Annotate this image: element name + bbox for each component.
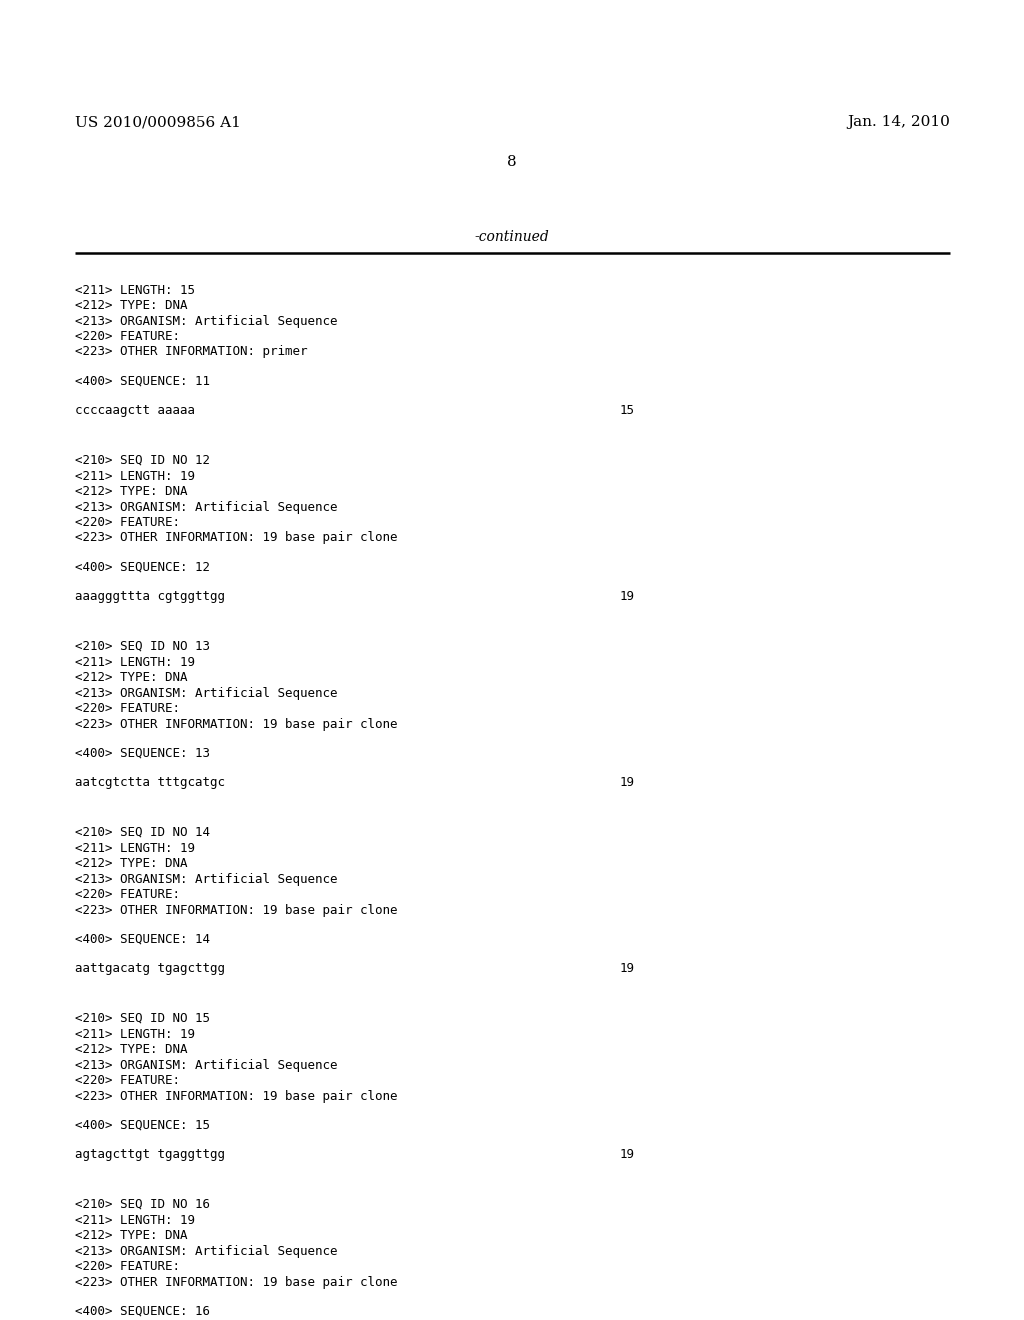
Text: <213> ORGANISM: Artificial Sequence: <213> ORGANISM: Artificial Sequence: [75, 686, 338, 700]
Text: <212> TYPE: DNA: <212> TYPE: DNA: [75, 857, 187, 870]
Text: aattgacatg tgagcttgg: aattgacatg tgagcttgg: [75, 962, 225, 975]
Text: <212> TYPE: DNA: <212> TYPE: DNA: [75, 671, 187, 684]
Text: <223> OTHER INFORMATION: 19 base pair clone: <223> OTHER INFORMATION: 19 base pair cl…: [75, 903, 397, 916]
Text: ccccaagctt aaaaa: ccccaagctt aaaaa: [75, 404, 195, 417]
Text: <223> OTHER INFORMATION: 19 base pair clone: <223> OTHER INFORMATION: 19 base pair cl…: [75, 532, 397, 544]
Text: <223> OTHER INFORMATION: 19 base pair clone: <223> OTHER INFORMATION: 19 base pair cl…: [75, 1275, 397, 1288]
Text: Jan. 14, 2010: Jan. 14, 2010: [847, 115, 950, 129]
Text: <211> LENGTH: 19: <211> LENGTH: 19: [75, 656, 195, 668]
Text: <400> SEQUENCE: 12: <400> SEQUENCE: 12: [75, 561, 210, 574]
Text: <212> TYPE: DNA: <212> TYPE: DNA: [75, 1229, 187, 1242]
Text: 19: 19: [620, 1148, 635, 1162]
Text: <213> ORGANISM: Artificial Sequence: <213> ORGANISM: Artificial Sequence: [75, 500, 338, 513]
Text: <210> SEQ ID NO 16: <210> SEQ ID NO 16: [75, 1199, 210, 1210]
Text: US 2010/0009856 A1: US 2010/0009856 A1: [75, 115, 241, 129]
Text: <211> LENGTH: 19: <211> LENGTH: 19: [75, 1027, 195, 1040]
Text: -continued: -continued: [475, 230, 549, 244]
Text: 8: 8: [507, 154, 517, 169]
Text: <400> SEQUENCE: 11: <400> SEQUENCE: 11: [75, 375, 210, 388]
Text: <220> FEATURE:: <220> FEATURE:: [75, 1074, 180, 1086]
Text: aatcgtctta tttgcatgc: aatcgtctta tttgcatgc: [75, 776, 225, 789]
Text: <223> OTHER INFORMATION: 19 base pair clone: <223> OTHER INFORMATION: 19 base pair cl…: [75, 718, 397, 730]
Text: 19: 19: [620, 776, 635, 789]
Text: <212> TYPE: DNA: <212> TYPE: DNA: [75, 300, 187, 312]
Text: <210> SEQ ID NO 14: <210> SEQ ID NO 14: [75, 826, 210, 840]
Text: 19: 19: [620, 590, 635, 603]
Text: <220> FEATURE:: <220> FEATURE:: [75, 702, 180, 715]
Text: <213> ORGANISM: Artificial Sequence: <213> ORGANISM: Artificial Sequence: [75, 1245, 338, 1258]
Text: <210> SEQ ID NO 15: <210> SEQ ID NO 15: [75, 1012, 210, 1026]
Text: <213> ORGANISM: Artificial Sequence: <213> ORGANISM: Artificial Sequence: [75, 314, 338, 327]
Text: <213> ORGANISM: Artificial Sequence: <213> ORGANISM: Artificial Sequence: [75, 1059, 338, 1072]
Text: <210> SEQ ID NO 12: <210> SEQ ID NO 12: [75, 454, 210, 467]
Text: <400> SEQUENCE: 13: <400> SEQUENCE: 13: [75, 747, 210, 760]
Text: <220> FEATURE:: <220> FEATURE:: [75, 330, 180, 343]
Text: <220> FEATURE:: <220> FEATURE:: [75, 1261, 180, 1272]
Text: <211> LENGTH: 19: <211> LENGTH: 19: [75, 1213, 195, 1226]
Text: <400> SEQUENCE: 14: <400> SEQUENCE: 14: [75, 933, 210, 946]
Text: agtagcttgt tgaggttgg: agtagcttgt tgaggttgg: [75, 1148, 225, 1162]
Text: <223> OTHER INFORMATION: primer: <223> OTHER INFORMATION: primer: [75, 346, 307, 359]
Text: <213> ORGANISM: Artificial Sequence: <213> ORGANISM: Artificial Sequence: [75, 873, 338, 886]
Text: <220> FEATURE:: <220> FEATURE:: [75, 888, 180, 902]
Text: <211> LENGTH: 15: <211> LENGTH: 15: [75, 284, 195, 297]
Text: <211> LENGTH: 19: <211> LENGTH: 19: [75, 470, 195, 483]
Text: 19: 19: [620, 962, 635, 975]
Text: <220> FEATURE:: <220> FEATURE:: [75, 516, 180, 529]
Text: <211> LENGTH: 19: <211> LENGTH: 19: [75, 842, 195, 854]
Text: <223> OTHER INFORMATION: 19 base pair clone: <223> OTHER INFORMATION: 19 base pair cl…: [75, 1089, 397, 1102]
Text: <210> SEQ ID NO 13: <210> SEQ ID NO 13: [75, 640, 210, 653]
Text: <212> TYPE: DNA: <212> TYPE: DNA: [75, 1043, 187, 1056]
Text: <400> SEQUENCE: 16: <400> SEQUENCE: 16: [75, 1305, 210, 1317]
Text: <400> SEQUENCE: 15: <400> SEQUENCE: 15: [75, 1119, 210, 1133]
Text: 15: 15: [620, 404, 635, 417]
Text: <212> TYPE: DNA: <212> TYPE: DNA: [75, 484, 187, 498]
Text: aaagggttta cgtggttgg: aaagggttta cgtggttgg: [75, 590, 225, 603]
